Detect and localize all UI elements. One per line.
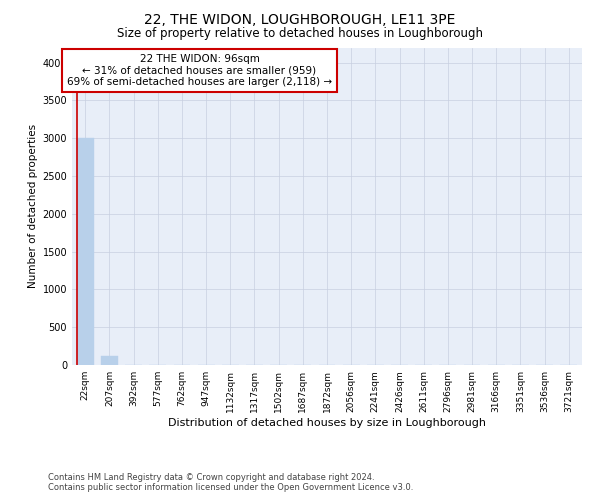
Text: Contains HM Land Registry data © Crown copyright and database right 2024.
Contai: Contains HM Land Registry data © Crown c… — [48, 473, 413, 492]
Bar — [77, 138, 94, 365]
X-axis label: Distribution of detached houses by size in Loughborough: Distribution of detached houses by size … — [168, 418, 486, 428]
Text: 22, THE WIDON, LOUGHBOROUGH, LE11 3PE: 22, THE WIDON, LOUGHBOROUGH, LE11 3PE — [145, 12, 455, 26]
Text: 22 THE WIDON: 96sqm
← 31% of detached houses are smaller (959)
69% of semi-detac: 22 THE WIDON: 96sqm ← 31% of detached ho… — [67, 54, 332, 87]
Y-axis label: Number of detached properties: Number of detached properties — [28, 124, 38, 288]
Text: Size of property relative to detached houses in Loughborough: Size of property relative to detached ho… — [117, 28, 483, 40]
Bar — [101, 356, 118, 365]
